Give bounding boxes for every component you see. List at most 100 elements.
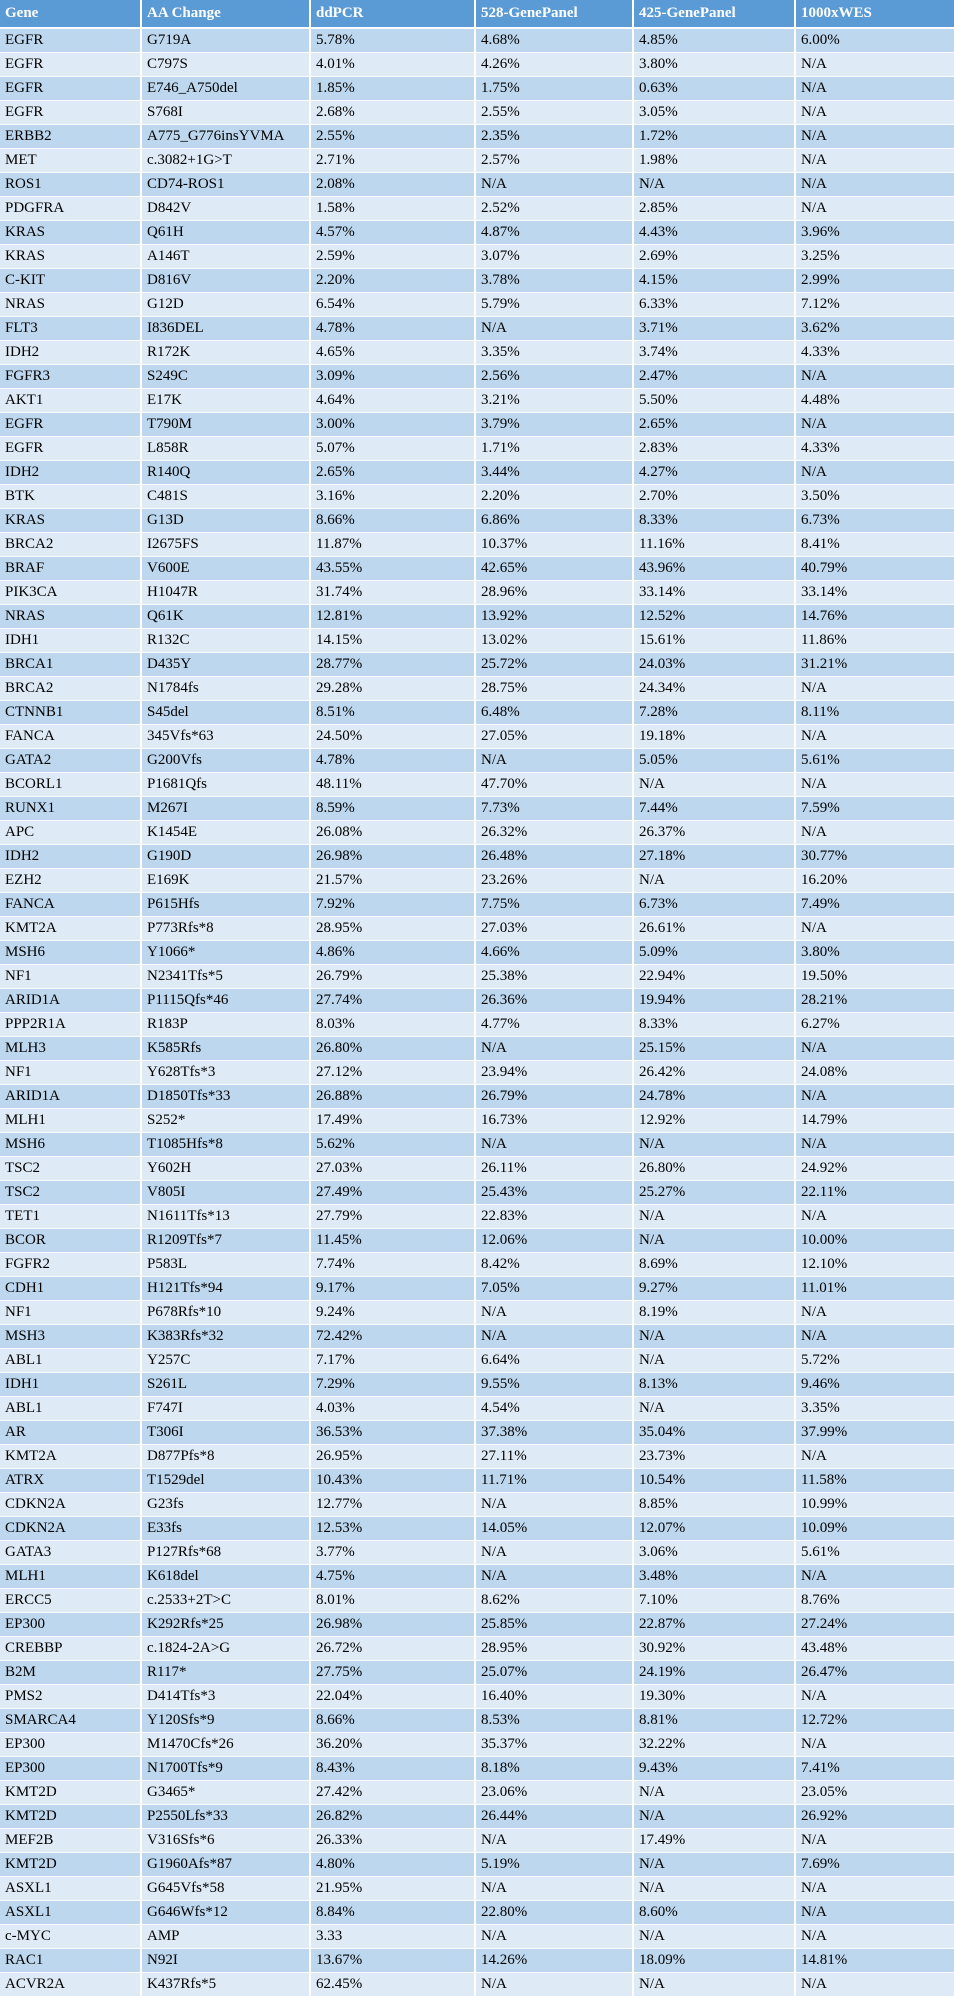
cell-ddpcr: 28.95% — [310, 916, 476, 941]
cell-wes-1000x: 8.41% — [795, 532, 954, 557]
cell-wes-1000x: 23.05% — [795, 1780, 954, 1805]
table-row: ROS1 CD74-ROS1 2.08% N/A N/A N/A — [0, 172, 954, 197]
cell-gene: SMARCA4 — [0, 1708, 142, 1733]
cell-panel-528: 4.26% — [475, 52, 634, 77]
cell-panel-425: 1.72% — [633, 124, 796, 149]
cell-aa-change: D816V — [141, 268, 311, 293]
cell-panel-528: 22.83% — [475, 1204, 634, 1229]
cell-panel-425: 8.69% — [633, 1252, 796, 1277]
cell-gene: AKT1 — [0, 388, 142, 413]
cell-ddpcr: 7.29% — [310, 1372, 476, 1397]
cell-ddpcr: 8.59% — [310, 796, 476, 821]
table-row: MSH3 K383Rfs*32 72.42% N/A N/A N/A — [0, 1324, 954, 1349]
cell-panel-425: 26.42% — [633, 1060, 796, 1085]
cell-wes-1000x: 3.80% — [795, 940, 954, 965]
cell-aa-change: G190D — [141, 844, 311, 869]
table-row: NF1 Y628Tfs*3 27.12% 23.94% 26.42% 24.08% — [0, 1060, 954, 1085]
cell-panel-528: N/A — [475, 748, 634, 773]
table-row: EGFR L858R 5.07% 1.71% 2.83% 4.33% — [0, 436, 954, 461]
cell-panel-425: N/A — [633, 868, 796, 893]
cell-panel-528: 25.43% — [475, 1180, 634, 1205]
cell-wes-1000x: N/A — [795, 196, 954, 221]
cell-aa-change: K383Rfs*32 — [141, 1324, 311, 1349]
cell-ddpcr: 26.98% — [310, 1612, 476, 1637]
cell-panel-425: N/A — [633, 1228, 796, 1253]
cell-wes-1000x: 12.72% — [795, 1708, 954, 1733]
cell-wes-1000x: 5.61% — [795, 1540, 954, 1565]
cell-panel-528: 14.26% — [475, 1948, 634, 1973]
cell-panel-528: N/A — [475, 1564, 634, 1589]
table-row: ASXL1 G646Wfs*12 8.84% 22.80% 8.60% N/A — [0, 1900, 954, 1925]
cell-panel-425: 6.33% — [633, 292, 796, 317]
cell-panel-425: 2.65% — [633, 412, 796, 437]
cell-panel-425: 24.03% — [633, 652, 796, 677]
cell-wes-1000x: 43.48% — [795, 1636, 954, 1661]
cell-wes-1000x: 10.09% — [795, 1516, 954, 1541]
table-row: FGFR3 S249C 3.09% 2.56% 2.47% N/A — [0, 364, 954, 389]
cell-wes-1000x: 40.79% — [795, 556, 954, 581]
table-row: NRAS G12D 6.54% 5.79% 6.33% 7.12% — [0, 292, 954, 317]
cell-gene: ATRX — [0, 1468, 142, 1493]
cell-aa-change: D435Y — [141, 652, 311, 677]
cell-aa-change: S45del — [141, 700, 311, 725]
cell-ddpcr: 27.75% — [310, 1660, 476, 1685]
cell-aa-change: Q61H — [141, 220, 311, 245]
cell-panel-425: N/A — [633, 1204, 796, 1229]
table-row: NF1 P678Rfs*10 9.24% N/A 8.19% N/A — [0, 1300, 954, 1325]
table-row: SMARCA4 Y120Sfs*9 8.66% 8.53% 8.81% 12.72% — [0, 1708, 954, 1733]
cell-ddpcr: 12.81% — [310, 604, 476, 629]
cell-wes-1000x: N/A — [795, 1324, 954, 1349]
cell-aa-change: T1529del — [141, 1468, 311, 1493]
table-row: PDGFRA D842V 1.58% 2.52% 2.85% N/A — [0, 196, 954, 221]
cell-panel-425: N/A — [633, 1852, 796, 1877]
cell-gene: BCORL1 — [0, 772, 142, 797]
cell-gene: PDGFRA — [0, 196, 142, 221]
cell-gene: IDH2 — [0, 460, 142, 485]
cell-panel-528: N/A — [475, 1924, 634, 1949]
cell-ddpcr: 27.74% — [310, 988, 476, 1013]
cell-ddpcr: 24.50% — [310, 724, 476, 749]
cell-gene: EGFR — [0, 52, 142, 77]
cell-ddpcr: 6.54% — [310, 292, 476, 317]
cell-wes-1000x: 6.00% — [795, 28, 954, 53]
cell-panel-528: N/A — [475, 1036, 634, 1061]
cell-panel-425: 19.94% — [633, 988, 796, 1013]
cell-wes-1000x: N/A — [795, 1876, 954, 1901]
cell-panel-528: 23.06% — [475, 1780, 634, 1805]
cell-aa-change: E33fs — [141, 1516, 311, 1541]
cell-aa-change: CD74-ROS1 — [141, 172, 311, 197]
cell-ddpcr: 9.24% — [310, 1300, 476, 1325]
cell-panel-528: 7.05% — [475, 1276, 634, 1301]
cell-wes-1000x: 12.10% — [795, 1252, 954, 1277]
cell-aa-change: D877Pfs*8 — [141, 1444, 311, 1469]
cell-aa-change: D414Tfs*3 — [141, 1684, 311, 1709]
cell-panel-528: 25.85% — [475, 1612, 634, 1637]
cell-panel-528: N/A — [475, 172, 634, 197]
cell-aa-change: Y120Sfs*9 — [141, 1708, 311, 1733]
cell-wes-1000x: 5.61% — [795, 748, 954, 773]
table-row: GATA2 G200Vfs 4.78% N/A 5.05% 5.61% — [0, 748, 954, 773]
cell-panel-528: 42.65% — [475, 556, 634, 581]
cell-wes-1000x: N/A — [795, 1036, 954, 1061]
cell-panel-425: 8.33% — [633, 1012, 796, 1037]
cell-panel-528: 25.38% — [475, 964, 634, 989]
cell-ddpcr: 27.79% — [310, 1204, 476, 1229]
cell-wes-1000x: 7.59% — [795, 796, 954, 821]
cell-wes-1000x: N/A — [795, 1300, 954, 1325]
cell-panel-425: 9.43% — [633, 1756, 796, 1781]
cell-ddpcr: 4.75% — [310, 1564, 476, 1589]
cell-aa-change: N92I — [141, 1948, 311, 1973]
cell-wes-1000x: N/A — [795, 1828, 954, 1853]
cell-ddpcr: 2.65% — [310, 460, 476, 485]
cell-ddpcr: 14.15% — [310, 628, 476, 653]
table-row: EGFR C797S 4.01% 4.26% 3.80% N/A — [0, 52, 954, 77]
cell-ddpcr: 2.55% — [310, 124, 476, 149]
cell-ddpcr: 26.98% — [310, 844, 476, 869]
cell-wes-1000x: 2.99% — [795, 268, 954, 293]
cell-aa-change: Y1066* — [141, 940, 311, 965]
cell-panel-528: N/A — [475, 1540, 634, 1565]
cell-panel-425: 15.61% — [633, 628, 796, 653]
table-row: MEF2B V316Sfs*6 26.33% N/A 17.49% N/A — [0, 1828, 954, 1853]
cell-aa-change: N1611Tfs*13 — [141, 1204, 311, 1229]
cell-ddpcr: 1.58% — [310, 196, 476, 221]
